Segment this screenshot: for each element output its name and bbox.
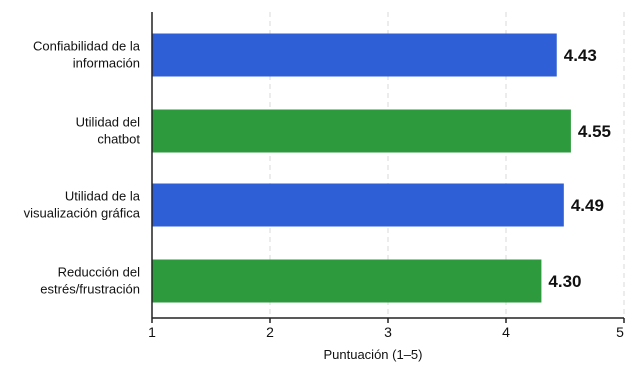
category-label: Reducción del — [58, 265, 140, 280]
bar — [152, 183, 564, 227]
bar — [152, 109, 571, 153]
category-label: Utilidad de la — [65, 189, 141, 204]
x-tick-label: 2 — [266, 324, 274, 340]
category-labels: Confiabilidad de la información Utilidad d… — [24, 39, 141, 297]
x-axis-title: Puntuación (1–5) — [323, 347, 422, 362]
bars — [152, 33, 571, 303]
x-tick-label: 5 — [616, 324, 624, 340]
bar-value-label: 4.49 — [571, 196, 604, 215]
bar — [152, 33, 557, 77]
bar — [152, 259, 542, 303]
value-labels: 4.43 4.55 4.49 4.30 — [548, 46, 611, 291]
x-tick-label: 4 — [502, 324, 510, 340]
bar-value-label: 4.55 — [578, 122, 611, 141]
category-label: Utilidad del — [76, 115, 140, 130]
x-tick-label: 3 — [384, 324, 392, 340]
category-label: visualización gráfica — [24, 206, 141, 221]
x-tick-label: 1 — [148, 324, 156, 340]
x-axis-ticks: 1 2 3 4 5 — [148, 318, 625, 340]
bar-value-label: 4.30 — [548, 272, 581, 291]
category-label: Confiabilidad de la — [33, 39, 141, 54]
category-label: información — [73, 56, 140, 71]
category-label: estrés/frustración — [40, 282, 140, 297]
category-label: chatbot — [97, 132, 140, 147]
bar-value-label: 4.43 — [564, 46, 597, 65]
